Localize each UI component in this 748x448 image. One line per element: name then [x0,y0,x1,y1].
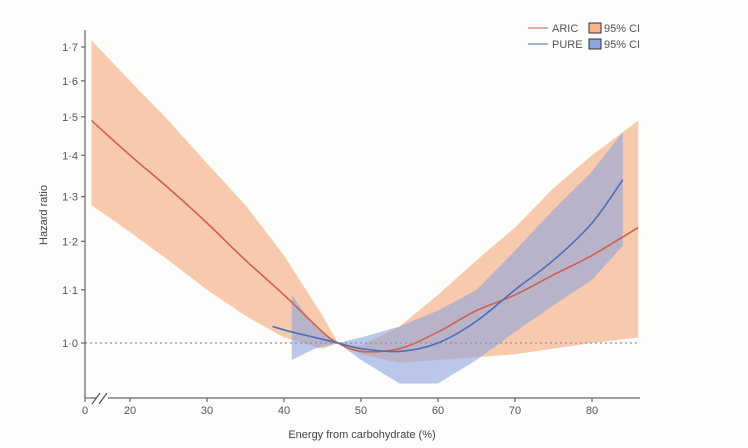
x-tick-label: 20 [124,405,136,417]
y-tick-label: 1·6 [62,76,78,88]
x-tick-label: 80 [586,405,598,417]
y-tick-label: 1·0 [62,338,78,350]
y-tick-label: 1·3 [62,192,78,204]
x-tick-label: 60 [432,405,444,417]
ci-bands [91,40,639,384]
y-tick-label: 1·5 [62,112,78,124]
x-axis-title: Energy from carbohydrate (%) [288,429,435,441]
legend-ci-label: 95% CI [604,39,640,51]
axis-break-mark [91,392,101,405]
x-tick-label: 30 [201,405,213,417]
legend-swatch-aric [588,22,602,34]
legend: ARIC 95% CI PURE 95% CI [528,22,640,51]
x-tick-label: 50 [355,405,367,417]
x-tick-label: 40 [278,405,290,417]
x-tick-label: 70 [509,405,521,417]
x-tick-label: 0 [82,405,88,417]
axes: 1·0 1·1 1·2 1·3 1·4 1·5 1·6 1·7 0 20 30 40 50 60 70 80 [62,30,640,417]
series-lines [90,119,639,353]
legend-swatch-pure [588,38,602,50]
series-line-pure [272,179,624,353]
axis-break-mark [98,392,108,405]
legend-ci-label: 95% CI [604,23,640,35]
y-tick-label: 1·2 [62,236,78,248]
y-tick-label: 1·4 [62,150,78,162]
y-axis-title: Hazard ratio [38,185,50,245]
legend-label-pure: PURE [552,39,583,51]
legend-label-aric: ARIC [552,23,578,35]
y-tick-label: 1·7 [62,42,78,54]
ci-band-aric [91,40,639,363]
series-line-aric [90,119,639,353]
y-tick-label: 1·1 [62,285,78,297]
